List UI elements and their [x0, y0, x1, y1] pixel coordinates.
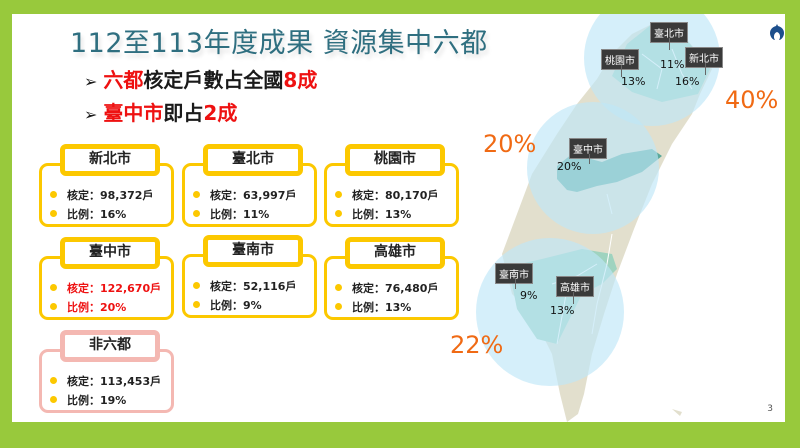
- map-value-new-taipei: 16%: [675, 75, 700, 88]
- dot-bullet-icon: [193, 210, 200, 217]
- bullet-highlight: 2成: [203, 101, 238, 125]
- city-card-taichung: 臺中市 核定：122,670戶 比例：20%: [39, 237, 174, 320]
- map-value-taichung: 20%: [557, 160, 582, 173]
- approved-row: 核定：98,372戶: [50, 187, 153, 203]
- bullet-highlight: 六都: [103, 68, 144, 92]
- map-label-kaohsiung: 高雄市: [556, 276, 594, 297]
- city-card-non-six: 非六都 核定：113,453戶 比例：19%: [39, 330, 174, 413]
- map-value-tainan: 9%: [520, 289, 538, 302]
- bullet-item: ➢ 臺中市即占2成: [84, 97, 237, 126]
- bullet-highlight: 臺中市: [103, 101, 164, 125]
- city-card-title: 非六都: [60, 330, 160, 362]
- page-title: 112至113年度成果 資源集中六都: [70, 28, 488, 59]
- city-card-taoyuan: 桃園市 核定：80,170戶 比例：13%: [324, 144, 459, 227]
- dot-bullet-icon: [193, 191, 200, 198]
- label-stem: [621, 65, 622, 77]
- dot-bullet-icon: [50, 284, 57, 291]
- approved-row: 核定：63,997戶: [193, 187, 296, 203]
- ratio-row: 比例：13%: [335, 206, 411, 222]
- central-circle: [527, 102, 659, 234]
- city-card-title: 臺北市: [203, 144, 303, 176]
- dot-bullet-icon: [193, 282, 200, 289]
- taiwan-map: [476, 14, 720, 422]
- approved-row: 核定：80,170戶: [335, 187, 438, 203]
- city-card-title: 臺南市: [203, 235, 303, 267]
- bullet-text: 即占: [163, 101, 204, 125]
- dot-bullet-icon: [50, 396, 57, 403]
- arrow-bullet-icon: ➢: [84, 105, 98, 124]
- city-card-new-taipei: 新北市 核定：98,372戶 比例：16%: [39, 144, 174, 227]
- ratio-row: 比例：16%: [50, 206, 126, 222]
- bullet-item: ➢ 六都核定戶數占全國8成: [84, 64, 317, 93]
- dot-bullet-icon: [50, 191, 57, 198]
- map-label-taichung: 臺中市: [569, 138, 607, 159]
- label-stem: [705, 63, 706, 75]
- ratio-row: 比例：9%: [193, 297, 262, 313]
- bullet-highlight: 8成: [283, 68, 318, 92]
- ratio-row: 比例：19%: [50, 392, 126, 408]
- ratio-row: 比例：13%: [335, 299, 411, 315]
- map-value-taipei: 11%: [660, 58, 685, 71]
- dot-bullet-icon: [335, 284, 342, 291]
- label-stem: [589, 154, 590, 164]
- city-card-tainan: 臺南市 核定：52,116戶 比例：9%: [182, 235, 317, 318]
- south-total-pct: 22%: [450, 331, 504, 359]
- dot-bullet-icon: [50, 210, 57, 217]
- label-stem: [515, 279, 516, 289]
- ratio-row: 比例：11%: [193, 206, 269, 222]
- dot-bullet-icon: [335, 303, 342, 310]
- approved-row: 核定：76,480戶: [335, 280, 438, 296]
- bullet-text: 核定戶數占全國: [143, 68, 284, 92]
- city-card-title: 新北市: [60, 144, 160, 176]
- page-number: 3: [767, 404, 773, 414]
- slide: 112至113年度成果 資源集中六都 ➢ 六都核定戶數占全國8成 ➢ 臺中市即占2成…: [12, 14, 785, 422]
- label-stem: [669, 38, 670, 50]
- city-card-kaohsiung: 高雄市 核定：76,480戶 比例：13%: [324, 237, 459, 320]
- dot-bullet-icon: [193, 301, 200, 308]
- dot-bullet-icon: [50, 377, 57, 384]
- map-value-kaohsiung: 13%: [550, 304, 575, 317]
- approved-row: 核定：122,670戶: [50, 280, 161, 296]
- city-card-title: 桃園市: [345, 144, 445, 176]
- central-total-pct: 20%: [483, 130, 537, 158]
- city-card-taipei: 臺北市 核定：63,997戶 比例：11%: [182, 144, 317, 227]
- city-card-title: 臺中市: [60, 237, 160, 269]
- label-stem: [573, 292, 574, 304]
- map-label-taoyuan: 桃園市: [601, 49, 639, 70]
- map-label-taipei: 臺北市: [650, 22, 688, 43]
- dot-bullet-icon: [335, 210, 342, 217]
- arrow-bullet-icon: ➢: [84, 72, 98, 91]
- dot-bullet-icon: [50, 303, 57, 310]
- map-value-taoyuan: 13%: [621, 75, 646, 88]
- approved-row: 核定：113,453戶: [50, 373, 161, 389]
- ratio-row: 比例：20%: [50, 299, 126, 315]
- city-card-title: 高雄市: [345, 237, 445, 269]
- map-label-tainan: 臺南市: [495, 263, 533, 284]
- map-label-new-taipei: 新北市: [685, 47, 723, 68]
- dot-bullet-icon: [335, 191, 342, 198]
- logo-icon: [770, 24, 784, 40]
- approved-row: 核定：52,116戶: [193, 278, 296, 294]
- north-total-pct: 40%: [725, 86, 779, 114]
